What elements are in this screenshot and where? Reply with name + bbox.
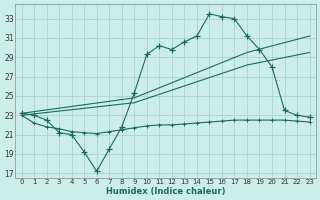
X-axis label: Humidex (Indice chaleur): Humidex (Indice chaleur) (106, 187, 225, 196)
